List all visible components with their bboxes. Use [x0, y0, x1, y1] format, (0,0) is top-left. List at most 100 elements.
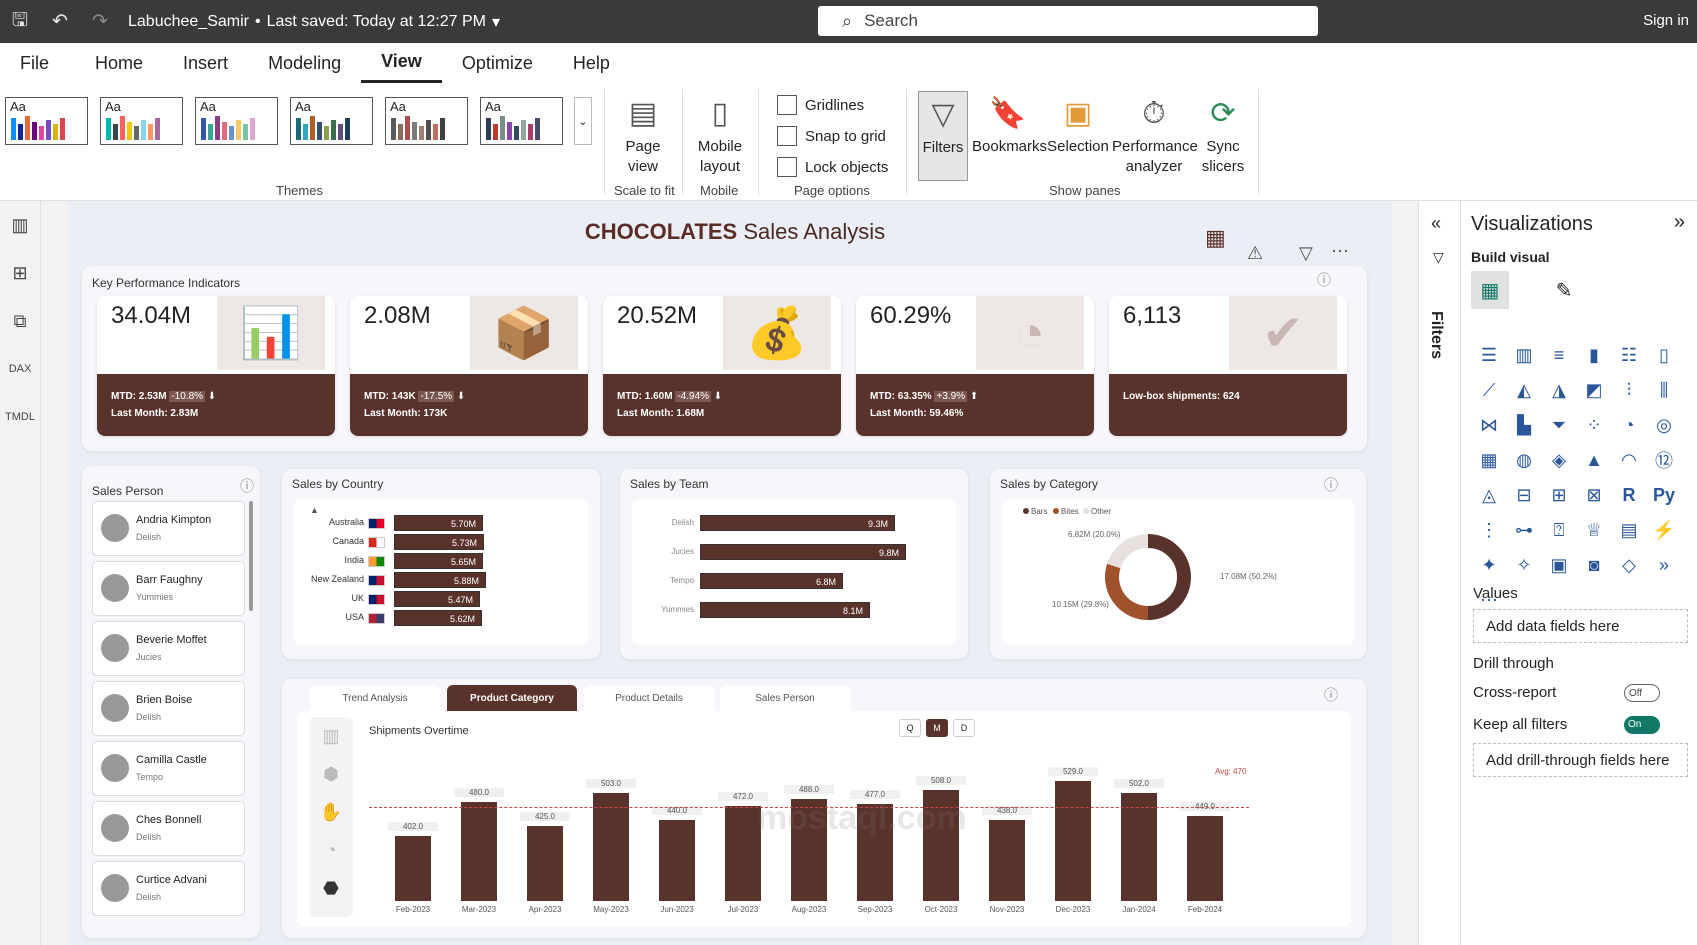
shipment-bar[interactable] — [1187, 816, 1223, 901]
theme-swatch[interactable]: Aa — [385, 97, 468, 145]
money-hand-icon[interactable]: ✋ — [319, 801, 343, 822]
country-bar[interactable]: 5.65M — [394, 553, 483, 569]
python-visual-icon[interactable]: Py — [1652, 484, 1676, 505]
build-visual-icon[interactable]: ▦ — [1471, 271, 1509, 309]
bookmarks-pane-button[interactable]: 🔖 Bookmarks — [972, 91, 1047, 157]
team-bar[interactable]: 9.3M — [700, 515, 895, 531]
filled-map-icon[interactable]: ◈ — [1552, 449, 1566, 470]
shipment-bar[interactable] — [659, 820, 695, 901]
shipment-bar[interactable] — [725, 806, 761, 901]
person-card[interactable]: Andria Kimpton Delish — [92, 501, 245, 556]
box-icon[interactable]: ⬢ — [323, 763, 339, 784]
drill-through-drop-zone[interactable]: Add drill-through fields here — [1473, 743, 1688, 777]
person-card[interactable]: Curtice Advani Delish — [92, 861, 245, 916]
key-influencers-icon[interactable]: ⋮ — [1480, 519, 1498, 540]
tab-trend-analysis[interactable]: Trend Analysis — [310, 685, 440, 711]
line-chart-icon[interactable]: ⟋ — [1482, 379, 1496, 400]
model-view-icon[interactable]: ⧉ — [13, 310, 27, 331]
diamond-icon[interactable]: ◇ — [1622, 554, 1636, 575]
100-area-icon[interactable]: ◩ — [1585, 379, 1603, 400]
pie-icon[interactable]: ◔ — [1623, 414, 1635, 435]
metrics-icon[interactable]: ✧ — [1516, 554, 1532, 575]
gauge-icon[interactable]: ◠ — [1621, 449, 1637, 470]
donut-slice[interactable] — [1105, 563, 1149, 620]
tmdl-view-icon[interactable]: TMDL — [5, 411, 35, 423]
filters-pane-button[interactable]: ▽ Filters — [918, 91, 968, 181]
theme-swatch[interactable]: Aa — [480, 97, 563, 145]
snap-to-grid-checkbox[interactable]: Snap to grid — [777, 126, 886, 146]
menu-optimize[interactable]: Optimize — [461, 52, 533, 73]
menu-home[interactable]: Home — [95, 52, 144, 73]
shipment-bar[interactable] — [461, 802, 497, 901]
tab-product-details[interactable]: Product Details — [584, 685, 714, 711]
donut-slice[interactable] — [1107, 534, 1149, 569]
person-card[interactable]: Beverie Moffet Jucies — [92, 621, 245, 676]
shipment-bar[interactable] — [989, 820, 1025, 901]
shipment-bar[interactable] — [395, 836, 431, 901]
filters-pane-collapsed[interactable]: « ▽ Filters — [1418, 201, 1460, 945]
slicer-icon[interactable]: ⊟ — [1516, 484, 1532, 505]
smart-narrative-icon[interactable]: ✦ — [1481, 554, 1497, 575]
waterfall-icon[interactable]: ▙ — [1517, 414, 1531, 435]
table-view-icon[interactable]: ⊞ — [12, 262, 28, 283]
tab-sales-person[interactable]: Sales Person — [720, 685, 850, 711]
keep-filters-toggle[interactable]: On — [1624, 716, 1660, 734]
shipment-bar[interactable] — [1121, 793, 1157, 901]
stacked-area-icon[interactable]: ◮ — [1552, 379, 1566, 400]
dax-query-icon[interactable]: DAX — [8, 363, 32, 375]
scrollbar[interactable] — [249, 501, 253, 611]
search-box[interactable]: ⌕ Search — [818, 6, 1318, 36]
lock-objects-checkbox[interactable]: Lock objects — [777, 157, 888, 177]
paginated-report-icon[interactable]: ▤ — [1620, 519, 1638, 540]
expand-left-icon[interactable]: « — [1431, 213, 1442, 233]
country-bar[interactable]: 5.88M — [394, 572, 486, 588]
table-icon[interactable]: ⊞ — [1551, 484, 1567, 505]
person-card[interactable]: Brien Boise Delish — [92, 681, 245, 736]
day-button[interactable]: D — [953, 719, 975, 737]
area-chart-icon[interactable]: ◭ — [1517, 379, 1531, 400]
stacked-bar-icon[interactable]: ☰ — [1480, 344, 1498, 365]
person-card[interactable]: Ches Bonnell Delish — [92, 801, 245, 856]
image-icon[interactable]: ▣ — [1550, 554, 1568, 575]
shipment-bar[interactable] — [923, 790, 959, 901]
country-bar[interactable]: 5.70M — [394, 515, 483, 531]
collapse-right-icon[interactable]: » — [1673, 211, 1685, 233]
trophy-icon[interactable]: ♕ — [1585, 519, 1603, 540]
theme-swatch[interactable]: Aa — [195, 97, 278, 145]
scatter-icon[interactable]: ⁘ — [1586, 414, 1602, 435]
menu-file[interactable]: File — [20, 52, 50, 73]
shipment-bar[interactable] — [1055, 781, 1091, 901]
theme-swatch[interactable]: Aa — [5, 97, 88, 145]
page-view-button[interactable]: ▤ Page view — [612, 91, 674, 177]
tab-product-category[interactable]: Product Category — [447, 685, 577, 711]
save-icon[interactable]: 🖫 — [11, 9, 29, 31]
info-icon[interactable]: ⓘ — [1317, 272, 1331, 288]
card-icon[interactable]: ⑫ — [1655, 451, 1673, 471]
shipment-bar[interactable] — [857, 804, 893, 901]
kpi-icon[interactable]: ◬ — [1482, 484, 1496, 505]
line-column-icon[interactable]: ⫶ — [1626, 379, 1632, 400]
shipment-bar[interactable] — [593, 793, 629, 901]
bar-chart-icon[interactable]: ▥ — [322, 725, 340, 746]
document-title[interactable]: Labuchee_Samir • Last saved: Today at 12… — [128, 12, 501, 31]
performance-analyzer-button[interactable]: ⏱ Performance analyzer — [1112, 91, 1198, 177]
shipment-icon[interactable]: ⬣ — [323, 877, 339, 898]
menu-help[interactable]: Help — [572, 52, 610, 73]
map-icon[interactable]: ◍ — [1516, 449, 1532, 470]
undo-icon[interactable]: ↶ — [52, 11, 68, 32]
cross-report-toggle[interactable]: Off — [1624, 684, 1660, 702]
donut-slice[interactable] — [1147, 534, 1191, 620]
sync-slicers-button[interactable]: ⟳ Sync slicers — [1198, 91, 1248, 177]
stacked-column-icon[interactable]: ▥ — [1515, 344, 1533, 365]
more-visuals-icon[interactable]: ⋯ — [1480, 589, 1498, 610]
chevrons-icon[interactable]: » — [1658, 554, 1669, 575]
team-bar[interactable]: 6.8M — [700, 573, 843, 589]
country-bar[interactable]: 5.62M — [394, 610, 482, 626]
sort-arrow-icon[interactable]: ▲ — [310, 505, 319, 515]
azure-map-icon[interactable]: ▲ — [1585, 449, 1603, 470]
report-view-icon[interactable]: ▥ — [11, 214, 29, 235]
country-bar[interactable]: 5.73M — [394, 534, 484, 550]
filter-icon[interactable]: ▽ — [1299, 243, 1313, 263]
format-visual-icon[interactable]: ✎ — [1555, 279, 1573, 302]
redo-icon[interactable]: ↷ — [92, 11, 108, 32]
